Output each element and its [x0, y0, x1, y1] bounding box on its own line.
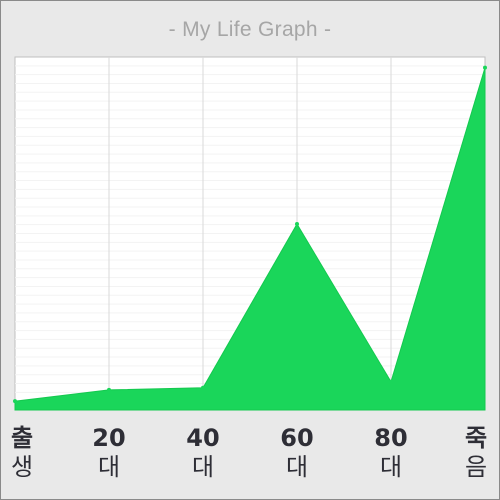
x-tick-label-line1: 80: [374, 424, 408, 452]
x-tick-label-line1: 40: [186, 424, 220, 452]
x-tick-label-line2: 대: [379, 453, 403, 481]
x-tick-label-line1: 출: [10, 424, 34, 452]
x-tick-label-line2: 대: [285, 453, 309, 481]
data-point: [295, 221, 299, 226]
x-tick-label-line2: 대: [97, 453, 121, 481]
x-tick-label-line2: 대: [191, 453, 215, 481]
x-tick-label-line1: 죽: [464, 424, 488, 452]
chart-title: - My Life Graph -: [168, 18, 332, 41]
data-point: [483, 65, 487, 70]
x-tick-label: 60 대: [257, 424, 337, 482]
x-tick-label: 40 대: [163, 424, 243, 482]
x-tick-label: 20 대: [69, 424, 149, 482]
x-tick-label-line1: 20: [92, 424, 126, 452]
data-point: [201, 385, 205, 390]
data-point: [389, 379, 393, 384]
x-tick-label-line2: 음: [464, 453, 488, 481]
x-tick-label-line2: 생: [10, 453, 34, 481]
data-points: [13, 65, 487, 404]
x-tick-label: 80 대: [351, 424, 431, 482]
data-point: [13, 399, 17, 404]
x-tick-label-line1: 60: [280, 424, 314, 452]
data-point: [107, 387, 111, 392]
